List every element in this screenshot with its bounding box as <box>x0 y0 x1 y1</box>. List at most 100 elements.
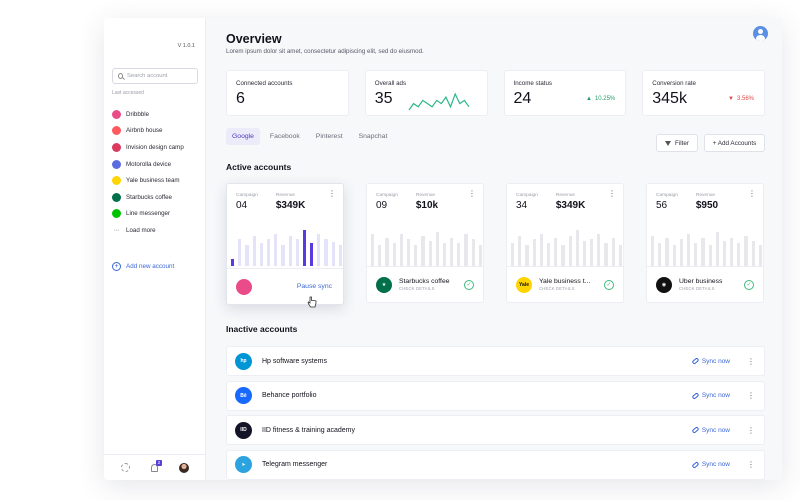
link-icon <box>691 460 700 469</box>
stat-change-value: 3.56% <box>736 96 754 102</box>
inactive-account-row[interactable]: Bē Behance portfolio Sync now ⋮ <box>226 380 765 411</box>
more-vertical-icon[interactable]: ⋮ <box>328 189 336 198</box>
sidebar-item-motorolla-device[interactable]: Motorolla device <box>112 156 202 173</box>
sidebar-item-label: Motorolla device <box>126 160 172 168</box>
sidebar-item-invision-design-camp[interactable]: Invision design camp <box>112 139 202 156</box>
app-window: V 1.0.1 Last accessed Dribbble Airbnb hou… <box>104 18 782 480</box>
more-vertical-icon[interactable]: ⋮ <box>608 189 616 198</box>
stats-row: Connected accounts 6 Overall ads 35 Inco… <box>226 70 765 116</box>
chart-bar <box>618 245 622 266</box>
last-accessed-label: Last accessed <box>112 90 144 96</box>
chart-bar <box>428 241 432 266</box>
stat-value: 24 <box>513 90 532 107</box>
filter-button[interactable]: Filter <box>656 134 698 152</box>
tab-facebook[interactable]: Facebook <box>269 133 300 140</box>
chart-bar <box>414 245 418 266</box>
more-vertical-icon[interactable]: ⋮ <box>468 189 476 198</box>
chart-bar <box>582 241 587 266</box>
sidebar-item-yale-business-team[interactable]: Yale business team <box>112 172 202 189</box>
chart-bar <box>399 233 403 266</box>
sidebar-item-label: Load more <box>126 226 156 234</box>
stat-label: Income status <box>513 80 553 87</box>
chart-bar <box>288 236 292 266</box>
chart-bar <box>575 229 579 266</box>
more-vertical-icon[interactable]: ⋮ <box>747 356 755 366</box>
add-accounts-button[interactable]: + Add Accounts <box>704 134 765 152</box>
stat-value: 6 <box>236 90 245 107</box>
sync-now-button[interactable]: Sync now <box>691 460 730 469</box>
revenue-label: Revenue <box>695 193 716 198</box>
revenue-value: $349K <box>275 200 306 211</box>
chart-bar <box>554 237 558 266</box>
campaign-stat: Campaign 56 <box>656 193 678 211</box>
sidebar-item-dribbble[interactable]: Dribbble <box>112 106 202 123</box>
sync-now-button[interactable]: Sync now <box>691 357 730 365</box>
search-input[interactable] <box>127 73 197 79</box>
inactive-accounts-list: hp Hp software systems Sync now ⋮ Bē Behance … <box>226 346 765 480</box>
account-name: Starbucks coffee <box>399 278 450 285</box>
pause-sync-button[interactable]: Pause sync <box>296 283 332 290</box>
chart-bar <box>658 243 662 266</box>
card-footer: ★ Starbucks coffee CHECK DETAILS ✓ <box>367 266 483 302</box>
account-logo-icon <box>112 109 121 119</box>
more-vertical-icon[interactable]: ⋮ <box>747 425 755 435</box>
more-vertical-icon[interactable]: ⋮ <box>747 391 755 401</box>
tab-pinterest[interactable]: Pinterest <box>315 133 343 140</box>
account-card[interactable]: Campaign 09 Revenue $10k ⋮ ★ Starbucks coffee C… <box>366 183 484 303</box>
search-box[interactable] <box>112 68 198 84</box>
more-vertical-icon[interactable]: ⋮ <box>748 189 756 198</box>
account-logo-icon <box>112 159 121 169</box>
notifications-button[interactable]: 2 <box>150 459 162 472</box>
sidebar-item-label: Airbnb house <box>126 127 163 135</box>
chart-bar <box>238 239 242 266</box>
account-name: Uber business <box>679 278 723 285</box>
check-circle-icon: ✓ <box>744 279 754 290</box>
account-card[interactable]: Campaign 04 Revenue $349K ⋮ Pause sync <box>226 183 344 308</box>
inactive-account-row[interactable]: IID IID fitness & training academy Sync no… <box>226 415 765 446</box>
inactive-account-row[interactable]: ➤ Telegram messenger Sync now ⋮ <box>226 449 765 480</box>
sidebar-item-line-messenger[interactable]: Line messenger <box>112 206 202 223</box>
chart-bar <box>672 245 676 266</box>
sync-now-button[interactable]: Sync now <box>691 391 730 400</box>
account-card[interactable]: Campaign 34 Revenue $349K ⋮ Yale Yale business… <box>506 183 624 303</box>
sync-now-button[interactable]: Sync now <box>691 426 730 434</box>
chart-bar <box>546 243 551 266</box>
revenue-label: Revenue <box>415 193 436 198</box>
check-details-link[interactable]: CHECK DETAILS <box>399 286 435 291</box>
campaign-value: 04 <box>236 200 248 211</box>
account-card[interactable]: Campaign 56 Revenue $950 ⋮ ◉ Uber business CHEC… <box>646 183 764 303</box>
sidebar-item-starbucks-coffee[interactable]: Starbucks coffee <box>112 189 202 206</box>
revenue-stat: Revenue $349K <box>556 193 585 211</box>
user-avatar-icon[interactable] <box>753 26 768 41</box>
add-new-account-button[interactable]: + Add new account <box>112 262 174 271</box>
chart-bar <box>604 243 608 266</box>
tab-google[interactable]: Google <box>226 128 260 145</box>
avatar[interactable] <box>179 462 190 473</box>
chart-bar <box>231 259 235 266</box>
check-details-link[interactable]: CHECK DETAILS <box>679 286 715 291</box>
card-bar-chart <box>650 228 762 266</box>
card-account-info: Starbucks coffee CHECK DETAILS <box>399 278 457 291</box>
more-vertical-icon[interactable]: ⋮ <box>747 460 755 470</box>
card-stats: Campaign 09 Revenue $10k <box>376 193 438 211</box>
main-content: Overview Lorem ipsum dolor sit amet, con… <box>206 18 782 480</box>
chart-bar <box>539 233 543 266</box>
account-logo-icon: ◉ <box>656 276 672 293</box>
sidebar-item-label: Line messenger <box>126 210 171 218</box>
chart-bar <box>471 239 475 266</box>
stat-value: 35 <box>374 90 393 107</box>
chart-bar <box>317 233 321 266</box>
sidebar-item-load-more[interactable]: ··· Load more <box>112 222 202 239</box>
chart-bar <box>464 233 468 266</box>
chart-bar <box>259 243 263 266</box>
tab-snapchat[interactable]: Snapchat <box>358 133 388 140</box>
card-bar-chart <box>510 228 622 266</box>
check-details-link[interactable]: CHECK DETAILS <box>539 286 575 291</box>
stat-change: ▼ 3.56% <box>728 96 754 102</box>
gear-icon[interactable] <box>120 463 130 472</box>
stat-label: Connected accounts <box>236 80 293 87</box>
inactive-account-row[interactable]: hp Hp software systems Sync now ⋮ <box>226 346 765 376</box>
account-logo-icon <box>112 176 121 186</box>
sidebar-item-airbnb-house[interactable]: Airbnb house <box>112 123 202 140</box>
account-logo-icon: hp <box>235 352 252 370</box>
